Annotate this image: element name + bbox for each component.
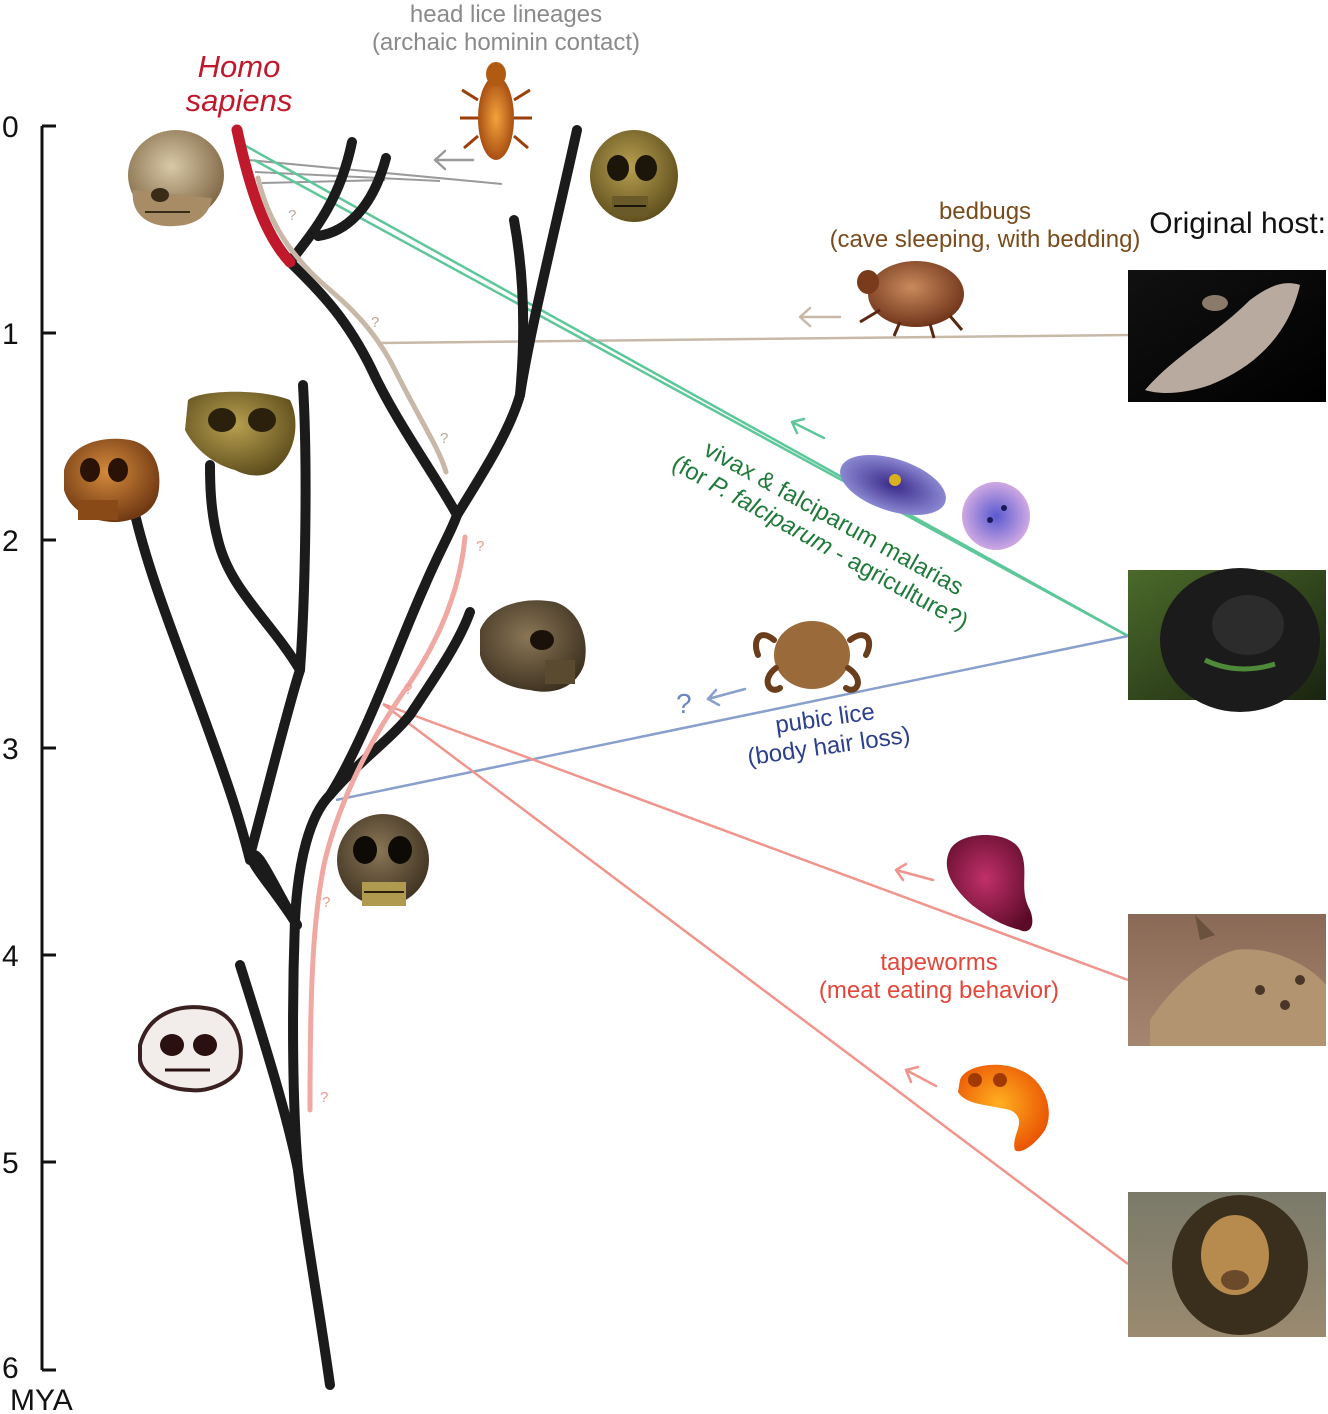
direction-arrows [433,149,938,1088]
axis-tick-2: 2 [2,525,19,558]
question-mark: ? [476,538,484,555]
bedbugs-title: bedbugs [939,198,1031,225]
lion-photo [1128,1192,1326,1337]
skull-ardipithecus-icon [138,1005,243,1093]
homo-sapiens-lineage [231,124,296,268]
head-lice-subtitle: (archaic hominin contact) [372,29,640,56]
plasmodium-falciparum-icon [962,482,1030,550]
tapeworms-label: tapeworms (meat eating behavior) [819,949,1059,1004]
bedbugs-label: bedbugs (cave sleeping, with bedding) [830,198,1141,253]
skull-australopithecus-africanus-icon [64,438,160,523]
tapeworms-subtitle: (meat eating behavior) [819,977,1059,1004]
uncertainty-markers: ? ? ? ? ? ? ? [288,207,484,1106]
uncertain-lineages [255,175,468,1113]
question-mark: ? [322,894,330,911]
bedbug-icon [857,261,964,339]
axis-tick-0: 0 [2,111,19,144]
tapeworm-orange-icon [958,1064,1049,1152]
head-lice-title: head lice lineages [410,1,602,28]
axis-tick-6: 6 [2,1352,19,1385]
pubic-lice-label: pubic lice (body hair loss) [746,698,912,771]
tapeworm-scolex-icon [946,835,1033,932]
axis-tick-5: 5 [2,1147,19,1180]
skull-australopithecus-afarensis-icon [480,600,586,692]
skull-homo-sapiens-icon [128,130,224,227]
question-mark: ? [320,1089,328,1106]
axis-tick-3: 3 [2,733,19,766]
bedbugs-subtitle: (cave sleeping, with bedding) [830,226,1141,253]
gorilla-photo [1128,568,1326,712]
head-lice-label: head lice lineages (archaic hominin cont… [372,1,640,56]
axis-tick-4: 4 [2,940,19,973]
hominin-phylogenetic-tree [129,125,582,1390]
tapeworms-title: tapeworms [880,949,997,976]
pubic-louse-icon [753,621,873,693]
question-mark: ? [288,207,296,224]
question-mark: ? [404,681,412,698]
bat-photo [1128,270,1326,402]
skull-paranthropus-icon [185,391,296,476]
skull-australopithecus-anamensis-icon [337,814,429,906]
question-mark: ? [371,314,379,331]
pubic-lice-question-mark: ? [676,688,692,719]
homo-label: Homo [198,49,281,84]
plasmodium-vivax-icon [840,454,946,516]
original-host-heading: Original host: [1149,207,1326,240]
axis-tick-1: 1 [2,318,19,351]
skull-homo-erectus-icon [590,130,678,222]
hyena-photo [1128,914,1326,1046]
malaria-title: vivax & falciparum malarias [699,436,968,601]
sapiens-label: sapiens [186,83,293,118]
axis-unit-label: MYA [10,1384,73,1414]
time-axis: 0 1 2 3 4 5 6 MYA [2,111,73,1414]
homo-sapiens-label: Homo sapiens [186,49,293,118]
head-louse-icon [460,62,532,160]
question-mark: ? [440,430,448,447]
host-transfer-lines [243,143,1129,1265]
